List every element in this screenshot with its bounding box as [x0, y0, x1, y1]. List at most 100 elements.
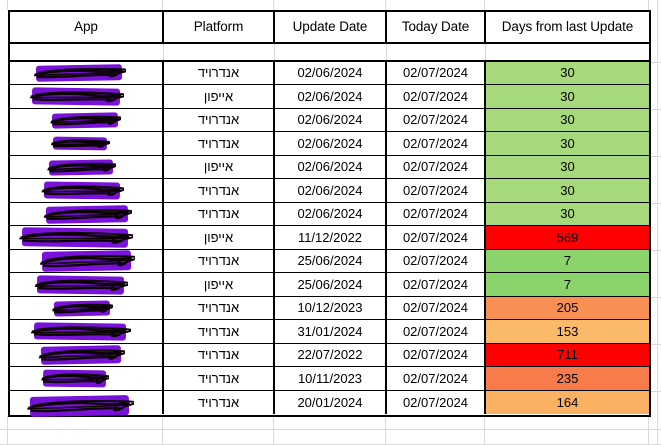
today-date-cell[interactable]: 02/07/2024 [387, 296, 486, 319]
app-cell[interactable] [10, 367, 164, 390]
app-cell[interactable] [10, 202, 164, 225]
scribble-marks [29, 323, 130, 341]
days-value-cell[interactable]: 153 [486, 320, 649, 343]
update-date-cell[interactable]: 10/12/2023 [275, 296, 387, 319]
update-date-cell[interactable]: 02/06/2024 [275, 179, 387, 202]
days-value-cell[interactable]: 30 [486, 132, 649, 155]
header-platform[interactable]: Platform [164, 12, 275, 42]
today-date-cell[interactable]: 02/07/2024 [387, 273, 486, 296]
empty-cell[interactable] [275, 43, 387, 60]
days-value-cell[interactable]: 30 [486, 179, 649, 202]
header-update-date[interactable]: Update Date [275, 12, 387, 42]
scribble-marks [33, 275, 129, 294]
update-date-cell[interactable]: 31/01/2024 [275, 320, 387, 343]
empty-cell[interactable] [10, 43, 164, 60]
redacted-app-name [34, 322, 126, 341]
update-date-cell[interactable]: 02/06/2024 [275, 202, 387, 225]
today-date-cell[interactable]: 02/07/2024 [387, 320, 486, 343]
platform-cell[interactable]: אנדרויד [164, 61, 275, 84]
platform-cell[interactable]: אנדרויד [164, 343, 275, 366]
header-days-from-last-update[interactable]: Days from last Update [501, 19, 634, 35]
platform-cell[interactable]: אנדרויד [164, 179, 275, 202]
app-cell[interactable] [10, 273, 164, 296]
header-today-date[interactable]: Today Date [387, 12, 486, 42]
today-date-cell[interactable]: 02/07/2024 [387, 367, 486, 390]
days-value-cell[interactable]: 569 [486, 226, 649, 249]
table-body: אנדרויד 02/06/2024 02/07/2024 30 אייפון [10, 61, 649, 418]
platform-cell[interactable]: אנדרויד [164, 202, 275, 225]
update-date-cell[interactable]: 22/07/2022 [275, 343, 387, 366]
today-date-cell[interactable]: 02/07/2024 [387, 132, 486, 155]
app-cell[interactable] [10, 320, 164, 343]
app-cell[interactable] [10, 343, 164, 366]
days-value-cell[interactable]: 7 [486, 249, 649, 272]
gridline [651, 297, 661, 298]
days-value-cell[interactable]: 205 [486, 296, 649, 319]
update-date-cell[interactable]: 02/06/2024 [275, 108, 387, 131]
app-cell[interactable] [10, 179, 164, 202]
scribble-marks [17, 227, 134, 248]
today-date-cell[interactable]: 02/07/2024 [387, 249, 486, 272]
update-date-cell[interactable]: 10/11/2023 [275, 367, 387, 390]
gridline [273, 0, 274, 10]
today-date-cell[interactable]: 02/07/2024 [387, 202, 486, 225]
scribble-marks [50, 137, 110, 151]
days-value-cell[interactable]: 164 [486, 390, 649, 414]
app-cell[interactable] [10, 85, 164, 108]
days-value-cell[interactable]: 30 [486, 61, 649, 84]
days-value-cell[interactable]: 235 [486, 367, 649, 390]
update-date-cell[interactable]: 02/06/2024 [275, 155, 387, 178]
gridline [651, 62, 661, 63]
days-value-cell[interactable]: 711 [486, 343, 649, 366]
platform-cell[interactable]: אנדרויד [164, 296, 275, 319]
app-cell[interactable] [10, 61, 164, 84]
gridline [648, 0, 649, 10]
platform-cell[interactable]: אנדרויד [164, 320, 275, 343]
update-date-cell[interactable]: 02/06/2024 [275, 85, 387, 108]
empty-cell[interactable] [486, 44, 649, 60]
redacted-app-name [49, 159, 113, 176]
update-date-cell[interactable]: 25/06/2024 [275, 249, 387, 272]
today-date-cell[interactable]: 02/07/2024 [387, 108, 486, 131]
redacted-app-name [44, 181, 120, 200]
today-date-cell[interactable]: 02/07/2024 [387, 343, 486, 366]
update-date-cell[interactable]: 11/12/2022 [275, 226, 387, 249]
platform-cell[interactable]: אנדרויד [164, 132, 275, 155]
platform-cell[interactable]: אנדרויד [164, 249, 275, 272]
platform-cell[interactable]: אנדרויד [164, 390, 275, 414]
app-cell[interactable] [10, 296, 164, 319]
empty-cell[interactable] [387, 43, 486, 60]
app-cell[interactable] [10, 249, 164, 273]
empty-cell[interactable] [164, 43, 275, 60]
app-cell[interactable] [10, 390, 164, 418]
update-date-cell[interactable]: 02/06/2024 [275, 61, 387, 84]
today-date-cell[interactable]: 02/07/2024 [387, 226, 486, 249]
update-date-cell[interactable]: 02/06/2024 [275, 132, 387, 155]
app-update-tracker-table: App Platform Update Date Today Date Days… [8, 10, 651, 418]
today-date-cell[interactable]: 02/07/2024 [387, 155, 486, 178]
platform-cell[interactable]: אייפון [164, 85, 275, 108]
platform-cell[interactable]: אייפון [164, 226, 275, 249]
days-value-cell[interactable]: 30 [486, 202, 649, 225]
platform-cell[interactable]: אנדרויד [164, 108, 275, 131]
update-date-cell[interactable]: 20/01/2024 [275, 390, 387, 414]
header-app[interactable]: App [10, 12, 164, 42]
redacted-app-name [50, 136, 110, 151]
update-date-cell[interactable]: 25/06/2024 [275, 273, 387, 296]
app-cell[interactable] [10, 108, 164, 131]
app-cell[interactable] [10, 226, 164, 249]
days-value-cell[interactable]: 30 [486, 108, 649, 131]
table-row: אייפון 02/06/2024 02/07/2024 30 [10, 155, 649, 179]
days-value-cell[interactable]: 7 [486, 273, 649, 296]
platform-cell[interactable]: אייפון [164, 155, 275, 178]
today-date-cell[interactable]: 02/07/2024 [387, 390, 486, 414]
today-date-cell[interactable]: 02/07/2024 [387, 61, 486, 84]
today-date-cell[interactable]: 02/07/2024 [387, 179, 486, 202]
days-value-cell[interactable]: 30 [486, 85, 649, 108]
today-date-cell[interactable]: 02/07/2024 [387, 85, 486, 108]
platform-cell[interactable]: אנדרויד [164, 367, 275, 390]
platform-cell[interactable]: אייפון [164, 273, 275, 296]
days-value-cell[interactable]: 30 [486, 155, 649, 178]
app-cell[interactable] [10, 155, 164, 178]
app-cell[interactable] [10, 132, 164, 155]
